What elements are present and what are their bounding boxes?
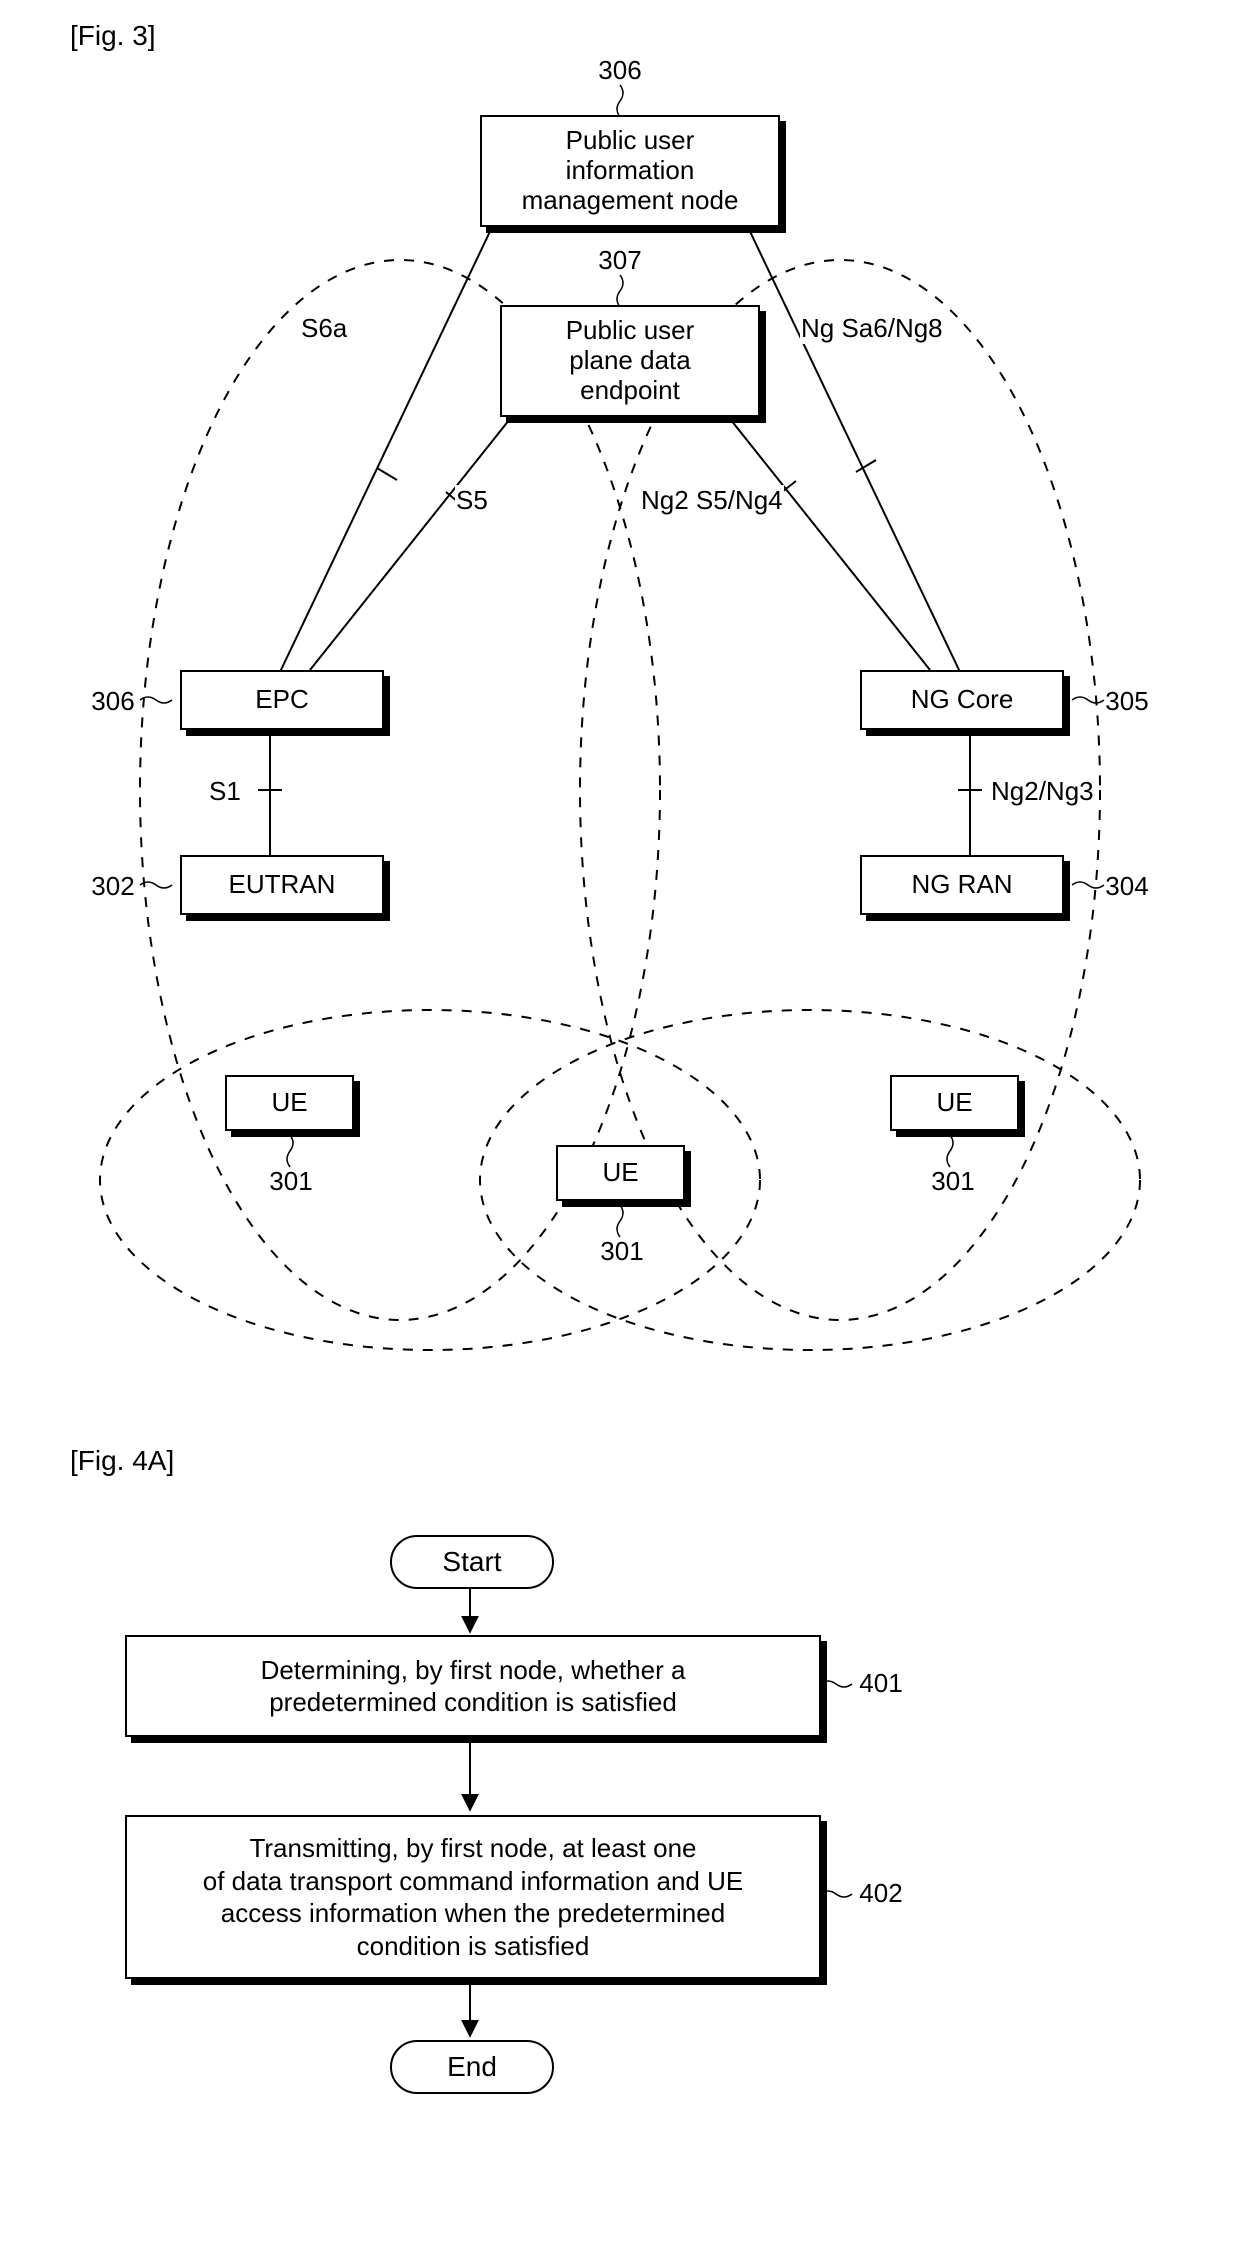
node-label: Public user information management node bbox=[522, 126, 739, 216]
node-label: UE bbox=[271, 1088, 307, 1118]
ref-ue-right: 301 bbox=[928, 1166, 978, 1197]
node-label: EPC bbox=[255, 685, 308, 715]
node-label: NG RAN bbox=[911, 870, 1012, 900]
node-label: Public user plane data endpoint bbox=[566, 316, 695, 406]
fig4a-caption: [Fig. 4A] bbox=[70, 1445, 174, 1477]
ref-306-top: 306 bbox=[598, 55, 642, 86]
flow-step-401: Determining, by first node, whether a pr… bbox=[125, 1635, 821, 1737]
node-ue-right: UE bbox=[890, 1075, 1019, 1131]
terminator-end: End bbox=[390, 2040, 554, 2094]
flow-step-402: Transmitting, by first node, at least on… bbox=[125, 1815, 821, 1979]
ref-402: 402 bbox=[856, 1878, 906, 1909]
ref-epc: 306 bbox=[88, 686, 138, 717]
node-label: NG Core bbox=[911, 685, 1014, 715]
edge-label-ng2s5: Ng2 S5/Ng4 bbox=[640, 485, 784, 516]
ref-ngran: 304 bbox=[1102, 871, 1152, 902]
node-label: UE bbox=[602, 1158, 638, 1188]
edge-label-ngsa6: Ng Sa6/Ng8 bbox=[800, 313, 944, 344]
ref-ngcore: 305 bbox=[1102, 686, 1152, 717]
terminator-label: End bbox=[447, 2051, 497, 2083]
node-ue-left: UE bbox=[225, 1075, 354, 1131]
edge-label-s5: S5 bbox=[455, 485, 489, 516]
node-ngran: NG RAN bbox=[860, 855, 1064, 915]
edge-label-s6a: S6a bbox=[300, 313, 348, 344]
node-label: UE bbox=[936, 1088, 972, 1118]
node-ue-center: UE bbox=[556, 1145, 685, 1201]
node-public-user-info: Public user information management node bbox=[480, 115, 780, 227]
edge-label-ng2ng3: Ng2/Ng3 bbox=[990, 776, 1095, 807]
flow-step-text: Transmitting, by first node, at least on… bbox=[203, 1832, 744, 1962]
flow-step-text: Determining, by first node, whether a pr… bbox=[261, 1654, 686, 1719]
node-epc: EPC bbox=[180, 670, 384, 730]
ref-eutran: 302 bbox=[88, 871, 138, 902]
ref-ue-left: 301 bbox=[266, 1166, 316, 1197]
ref-ue-center: 301 bbox=[597, 1236, 647, 1267]
node-ngcore: NG Core bbox=[860, 670, 1064, 730]
terminator-start: Start bbox=[390, 1535, 554, 1589]
ref-307: 307 bbox=[598, 245, 642, 276]
fig3-caption: [Fig. 3] bbox=[70, 20, 156, 52]
ref-401: 401 bbox=[856, 1668, 906, 1699]
edge-label-s1: S1 bbox=[208, 776, 242, 807]
node-public-user-plane: Public user plane data endpoint bbox=[500, 305, 760, 417]
node-label: EUTRAN bbox=[229, 870, 336, 900]
terminator-label: Start bbox=[442, 1546, 501, 1578]
node-eutran: EUTRAN bbox=[180, 855, 384, 915]
